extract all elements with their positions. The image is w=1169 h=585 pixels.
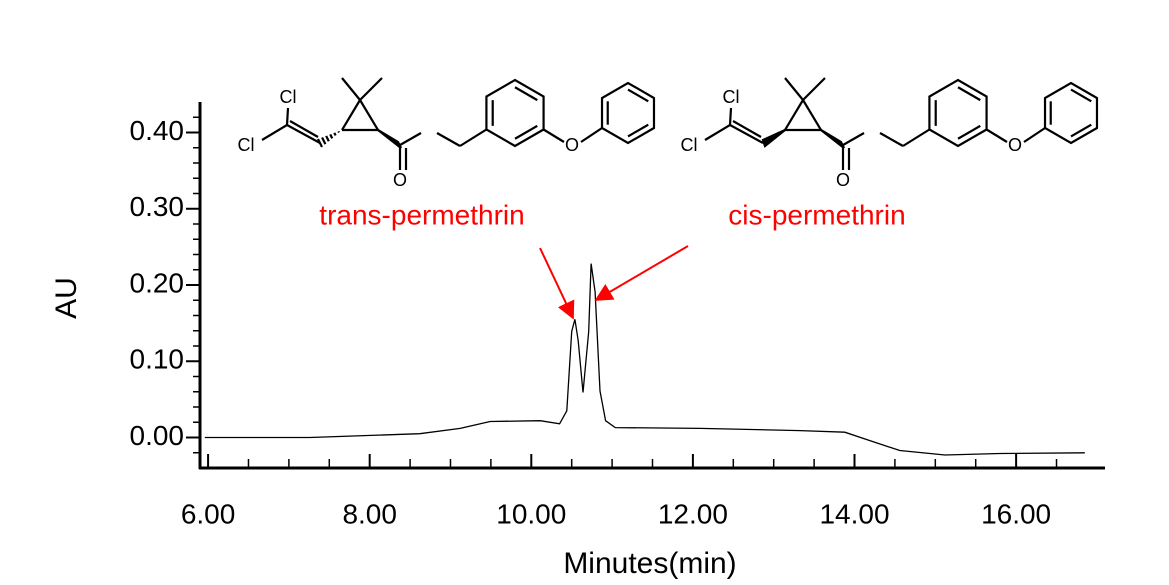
- bond: [879, 132, 904, 147]
- bond: [436, 132, 461, 147]
- y-tick-label: 0.40: [130, 115, 185, 146]
- structure: [261, 77, 656, 170]
- atom-label: Cl: [681, 135, 698, 155]
- bond: [325, 135, 330, 142]
- x-tick-label: 8.00: [342, 498, 397, 529]
- annotation: trans-permethrin: [319, 199, 524, 230]
- bond: [543, 128, 565, 143]
- y-axis-title: AU: [50, 277, 83, 319]
- bond: [580, 127, 603, 143]
- bond: [341, 77, 361, 101]
- bond: [514, 86, 538, 102]
- bond: [321, 136, 327, 145]
- bond: [399, 132, 422, 146]
- x-tick-label: 6.00: [181, 498, 236, 529]
- y-tick-label: 0.10: [130, 344, 185, 375]
- bond: [986, 128, 1008, 143]
- wedge-bond: [761, 128, 786, 148]
- bond: [286, 124, 321, 144]
- bond: [732, 120, 762, 138]
- bond: [459, 128, 488, 147]
- atom-label: O: [836, 170, 850, 190]
- bond: [627, 88, 649, 103]
- bond: [289, 120, 319, 138]
- bond: [261, 124, 288, 141]
- bond: [957, 124, 981, 140]
- atom-label: O: [565, 135, 579, 155]
- bond: [802, 99, 822, 131]
- wedge-bond: [820, 129, 845, 149]
- trace: [204, 263, 1085, 456]
- bond: [329, 133, 334, 139]
- ring: [1043, 81, 1099, 145]
- bond: [627, 123, 649, 138]
- wedge-bond: [377, 129, 402, 149]
- atom-label: Cl: [280, 87, 297, 107]
- bond: [842, 132, 865, 146]
- atom-label: Cl: [723, 87, 740, 107]
- bond: [359, 77, 383, 101]
- y-tick-label: 0.00: [130, 420, 185, 451]
- bond: [337, 130, 340, 134]
- bond: [802, 77, 826, 101]
- bond: [902, 128, 931, 147]
- x-tick-label: 14.00: [819, 498, 889, 529]
- bond: [704, 124, 731, 141]
- y-tick-label: 0.20: [130, 267, 185, 298]
- x-tick-label: 10.00: [496, 498, 566, 529]
- bond: [784, 77, 804, 101]
- bond: [514, 124, 538, 140]
- x-tick-label: 16.00: [981, 498, 1051, 529]
- ring: [485, 78, 545, 148]
- bond: [285, 107, 290, 126]
- x-tick-label: 12.00: [658, 498, 728, 529]
- y-tick-label: 0.30: [130, 191, 185, 222]
- ring: [928, 78, 988, 148]
- bond: [1070, 123, 1092, 138]
- bond: [957, 86, 981, 102]
- atom-label: O: [1008, 135, 1022, 155]
- bond: [359, 99, 379, 131]
- ring: [600, 81, 656, 145]
- atom-label: Cl: [238, 135, 255, 155]
- bond: [333, 132, 337, 136]
- annotation-arrow: [539, 247, 575, 320]
- bond: [784, 99, 804, 131]
- structure: [704, 77, 1099, 170]
- atom-label: O: [393, 170, 407, 190]
- bond: [341, 99, 361, 131]
- bond: [1070, 88, 1092, 103]
- annotation-arrow: [594, 245, 689, 301]
- x-axis-title: Minutes(min): [563, 547, 736, 580]
- bond: [728, 107, 733, 126]
- annotation: cis-permethrin: [728, 199, 905, 230]
- bond: [729, 124, 764, 144]
- bond: [1023, 127, 1046, 143]
